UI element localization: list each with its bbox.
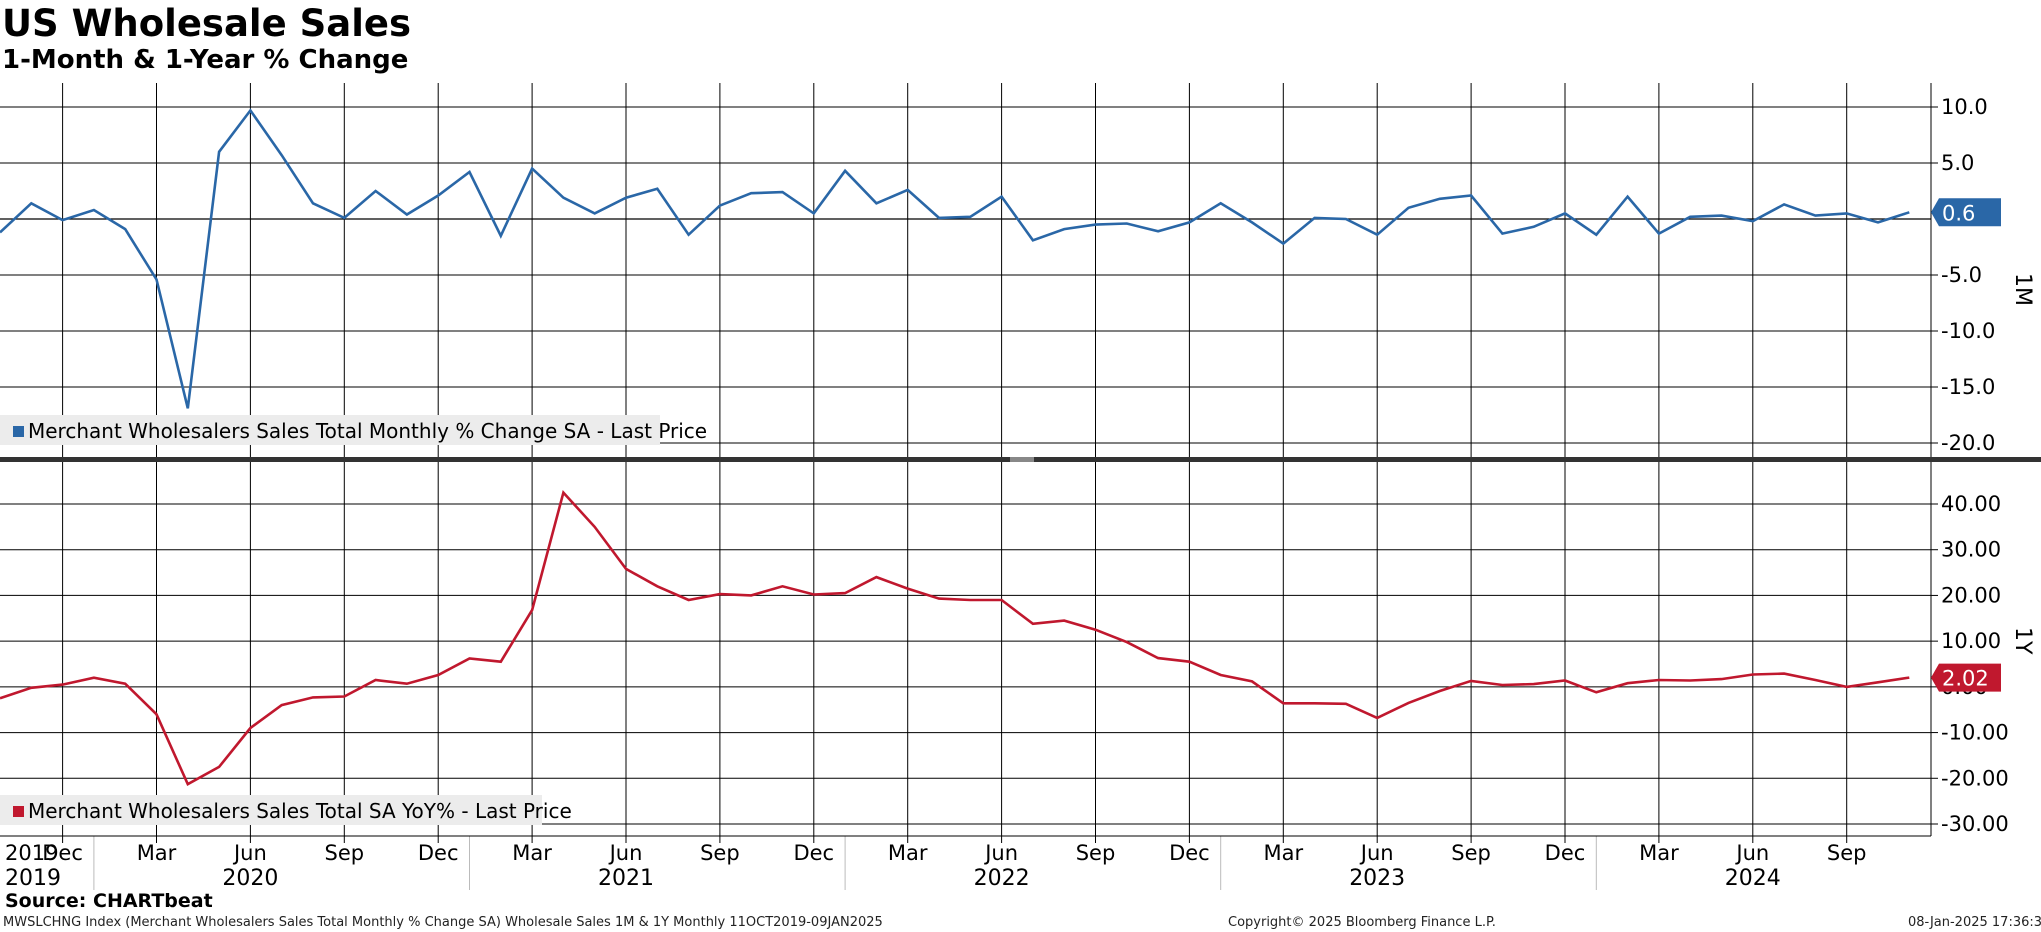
- x-tick-label: Jun: [1359, 841, 1394, 865]
- x-tick-label: Mar: [137, 841, 177, 865]
- last-value-label: 0.6: [1942, 201, 1975, 225]
- x-tick-label: Jun: [983, 841, 1018, 865]
- series-line: [0, 489, 1910, 787]
- y-tick-label: -5.0: [1941, 263, 1982, 287]
- legend-label: Merchant Wholesalers Sales Total SA YoY%…: [28, 799, 572, 823]
- x-tick-label: Mar: [512, 841, 552, 865]
- last-value-label: 2.02: [1942, 667, 1989, 691]
- x-year-label: 2019: [5, 841, 58, 865]
- grid-layer: [0, 83, 1931, 890]
- source-note: Source: CHARTbeat: [5, 890, 213, 912]
- y-tick-label: 5.0: [1941, 151, 1974, 175]
- footer-timestamp: 08-Jan-2025 17:36:31: [1908, 915, 2041, 930]
- y-tick-label: 30.00: [1941, 538, 2001, 562]
- y-tick-label: 20.00: [1941, 583, 2001, 607]
- x-tick-label: Sep: [1451, 841, 1491, 865]
- x-year-label: 2022: [974, 866, 1030, 891]
- x-tick-label: Mar: [1263, 841, 1303, 865]
- legend-box: [0, 795, 542, 825]
- y-tick-label: -10.0: [1941, 319, 1995, 343]
- chart-subtitle: 1-Month & 1-Year % Change: [2, 45, 409, 75]
- x-tick-label: Dec: [1169, 841, 1210, 865]
- chart-title: US Wholesale Sales: [2, 2, 411, 45]
- legend-box: [0, 415, 660, 445]
- x-tick-label: Sep: [325, 841, 365, 865]
- last-value-tag: [1931, 198, 2001, 227]
- x-year-label: 2020: [222, 866, 278, 891]
- x-tick-label: Jun: [232, 841, 267, 865]
- y-tick-label: -20.00: [1941, 766, 2009, 790]
- legend-swatch: [13, 426, 24, 437]
- footer-ticker-description: MWSLCHNG Index (Merchant Wholesalers Sal…: [3, 915, 883, 930]
- x-tick-label: Sep: [1827, 841, 1867, 865]
- panel-label: 1Y: [2010, 627, 2035, 655]
- x-tick-label: Sep: [700, 841, 740, 865]
- y-tick-label: 10.00: [1941, 629, 2001, 653]
- x-tick-label: Dec: [418, 841, 459, 865]
- x-tick-label: Dec: [793, 841, 834, 865]
- x-tick-label: Dec: [42, 841, 83, 865]
- legend-layer: Merchant Wholesalers Sales Total Monthly…: [0, 415, 707, 825]
- y-tick-label: -20.0: [1941, 431, 1995, 455]
- legend-label: Merchant Wholesalers Sales Total Monthly…: [28, 419, 707, 443]
- x-year-label: 2024: [1725, 866, 1781, 891]
- panel-label: 1M: [2010, 273, 2035, 306]
- series-layer: [0, 108, 1910, 787]
- y-tick-label: 40.00: [1941, 492, 2001, 516]
- y-tick-label: -30.00: [1941, 812, 2009, 836]
- x-tick-label: Mar: [1639, 841, 1679, 865]
- x-year-label: 2021: [598, 866, 654, 891]
- x-tick-label: Jun: [1734, 841, 1769, 865]
- x-tick-label: Dec: [1545, 841, 1586, 865]
- footer-copyright: Copyright© 2025 Bloomberg Finance L.P.: [1228, 915, 1496, 930]
- x-tick-label: Sep: [1076, 841, 1116, 865]
- y-tick-label: -10.00: [1941, 721, 2009, 745]
- y-tick-label: 10.0: [1941, 95, 1988, 119]
- x-year-label: 2019: [5, 866, 61, 891]
- x-tick-label: Jun: [608, 841, 643, 865]
- legend-swatch: [13, 806, 24, 817]
- last-value-tag: [1931, 663, 2001, 692]
- x-tick-label: Mar: [888, 841, 928, 865]
- y-tick-label: -15.0: [1941, 375, 1995, 399]
- panel-divider-handle: [1010, 457, 1034, 462]
- series-line: [0, 108, 1910, 409]
- x-year-label: 2023: [1349, 866, 1405, 891]
- axis-layer: 10.0 5.0 -5.0 -10.0 -15.0 -20.0 0.6 1M 40.00 30.0…: [0, 83, 2041, 891]
